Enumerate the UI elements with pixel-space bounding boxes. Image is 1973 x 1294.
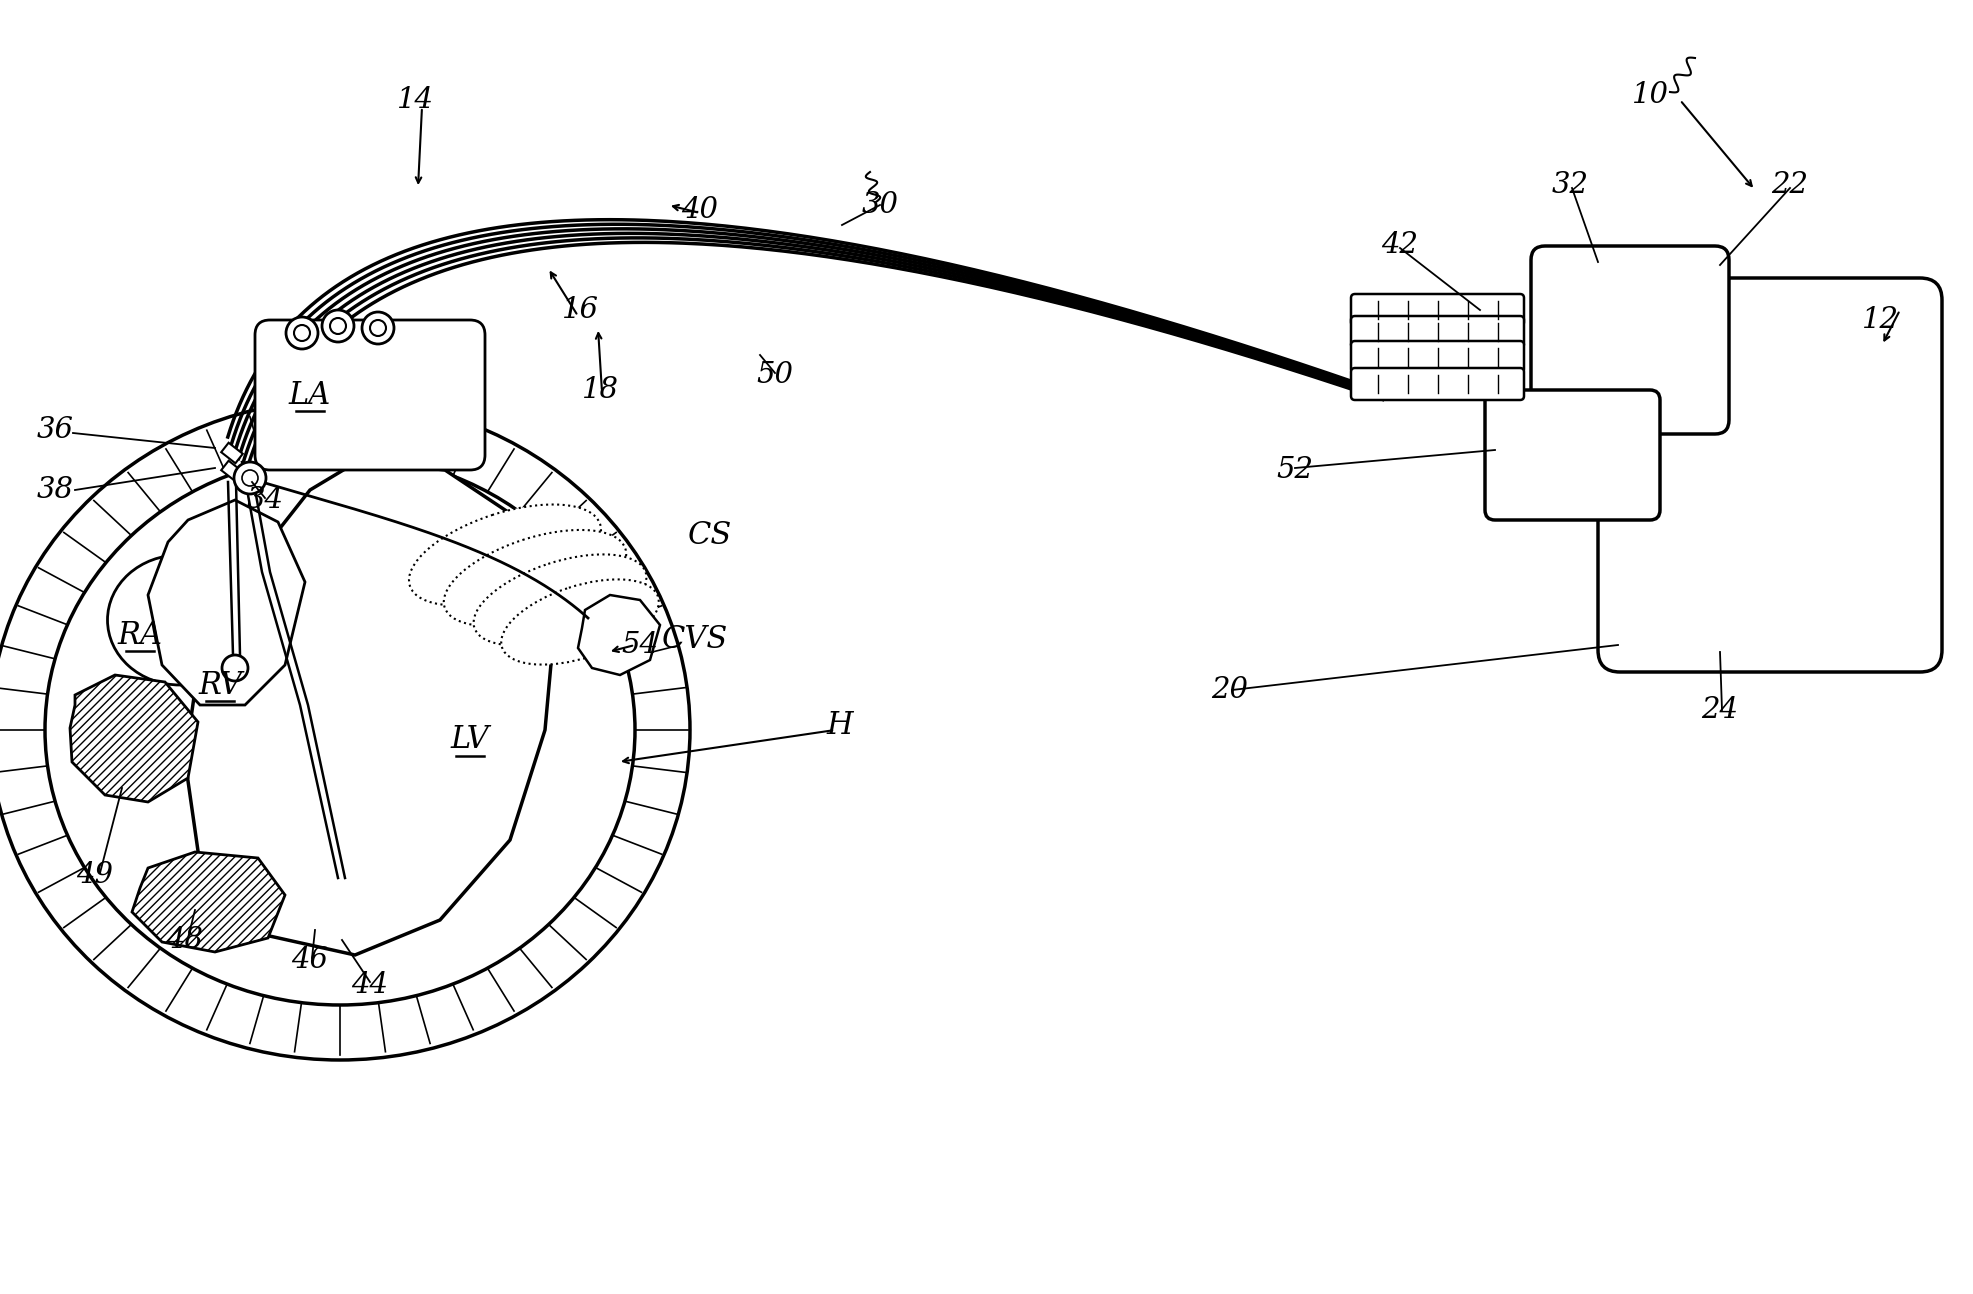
Text: 36: 36 <box>36 415 73 444</box>
Circle shape <box>286 317 318 349</box>
Text: 52: 52 <box>1277 455 1312 484</box>
Text: 18: 18 <box>582 377 618 404</box>
Circle shape <box>243 470 258 487</box>
Text: 34: 34 <box>247 487 284 514</box>
Text: 48: 48 <box>166 927 203 954</box>
FancyBboxPatch shape <box>1484 389 1659 520</box>
Ellipse shape <box>0 400 691 1060</box>
Text: 24: 24 <box>1701 696 1738 725</box>
Circle shape <box>235 462 266 494</box>
Circle shape <box>322 311 353 342</box>
Text: LV: LV <box>450 725 489 756</box>
Text: 42: 42 <box>1381 232 1419 259</box>
Text: 16: 16 <box>560 296 598 324</box>
Ellipse shape <box>45 455 635 1005</box>
Polygon shape <box>132 851 284 952</box>
FancyBboxPatch shape <box>1350 367 1523 400</box>
Bar <box>221 461 243 481</box>
Text: LA: LA <box>288 379 331 410</box>
FancyBboxPatch shape <box>1350 294 1523 326</box>
Text: 44: 44 <box>351 970 389 999</box>
Text: 20: 20 <box>1211 675 1247 704</box>
Text: 49: 49 <box>77 861 112 889</box>
Ellipse shape <box>501 580 659 665</box>
FancyBboxPatch shape <box>1350 342 1523 373</box>
Circle shape <box>294 325 310 342</box>
Bar <box>221 443 243 463</box>
FancyBboxPatch shape <box>1531 246 1728 433</box>
Ellipse shape <box>408 505 600 606</box>
FancyBboxPatch shape <box>1350 316 1523 348</box>
Text: RV: RV <box>197 669 243 700</box>
Text: H: H <box>827 709 852 740</box>
Text: 12: 12 <box>1861 305 1898 334</box>
FancyBboxPatch shape <box>1598 278 1941 672</box>
Text: RA: RA <box>118 620 162 651</box>
Circle shape <box>369 320 387 336</box>
Text: 46: 46 <box>292 946 328 974</box>
Polygon shape <box>578 595 659 675</box>
Text: 10: 10 <box>1630 82 1667 109</box>
Text: 40: 40 <box>681 195 718 224</box>
Text: 54: 54 <box>621 631 659 659</box>
FancyBboxPatch shape <box>255 320 485 470</box>
Circle shape <box>221 655 249 681</box>
Text: 30: 30 <box>860 192 898 219</box>
Ellipse shape <box>474 554 645 646</box>
Ellipse shape <box>444 531 625 626</box>
Polygon shape <box>148 499 306 705</box>
Text: CS: CS <box>687 519 732 550</box>
Polygon shape <box>185 459 554 955</box>
Text: 50: 50 <box>756 361 793 389</box>
Polygon shape <box>69 675 197 802</box>
Text: 32: 32 <box>1551 171 1588 199</box>
Text: 14: 14 <box>397 85 434 114</box>
Text: 22: 22 <box>1770 171 1807 199</box>
Text: 38: 38 <box>36 476 73 503</box>
Circle shape <box>329 318 345 334</box>
Text: CVS: CVS <box>661 625 728 656</box>
Ellipse shape <box>107 555 253 685</box>
Circle shape <box>361 312 395 344</box>
